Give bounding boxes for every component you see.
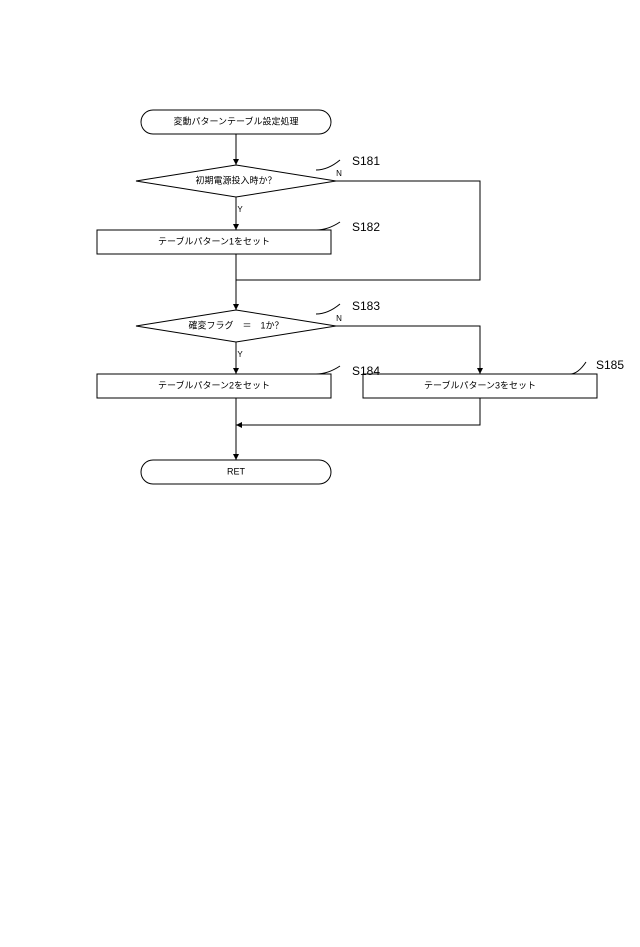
tag-leader-2 (316, 304, 340, 314)
step-tag-d1: S181 (352, 154, 380, 168)
step-tag-p3: S185 (596, 358, 624, 372)
branch-y-d1: Y (237, 205, 243, 214)
node-label-d1: 初期電源投入時か？ (195, 174, 276, 185)
tag-leader-3 (316, 366, 340, 374)
leaders-layer (316, 160, 586, 374)
edge-7 (236, 398, 480, 425)
step-tag-d2: S183 (352, 299, 380, 313)
node-label-start: 変動パターンテーブル設定処理 (173, 115, 298, 126)
step-tag-p1: S182 (352, 220, 380, 234)
branch-y-d2: Y (237, 350, 243, 359)
branch-n-d1: N (336, 169, 342, 178)
nodes-layer (97, 110, 597, 484)
node-label-d2: 確変フラグ ＝ 1か？ (188, 319, 283, 330)
branch-n-d2: N (336, 314, 342, 323)
node-label-p1: テーブルパターン1をセット (158, 235, 270, 246)
flowchart-canvas: 変動パターンテーブル設定処理初期電源投入時か？ S181 Y N テーブルパターン1をセ… (0, 0, 640, 947)
node-label-p2: テーブルパターン2をセット (158, 379, 270, 390)
step-tag-p2: S184 (352, 364, 380, 378)
node-label-ret: RET (227, 466, 246, 476)
node-label-p3: テーブルパターン3をセット (424, 379, 536, 390)
tag-leader-4 (570, 362, 586, 374)
tag-leader-1 (316, 222, 340, 230)
